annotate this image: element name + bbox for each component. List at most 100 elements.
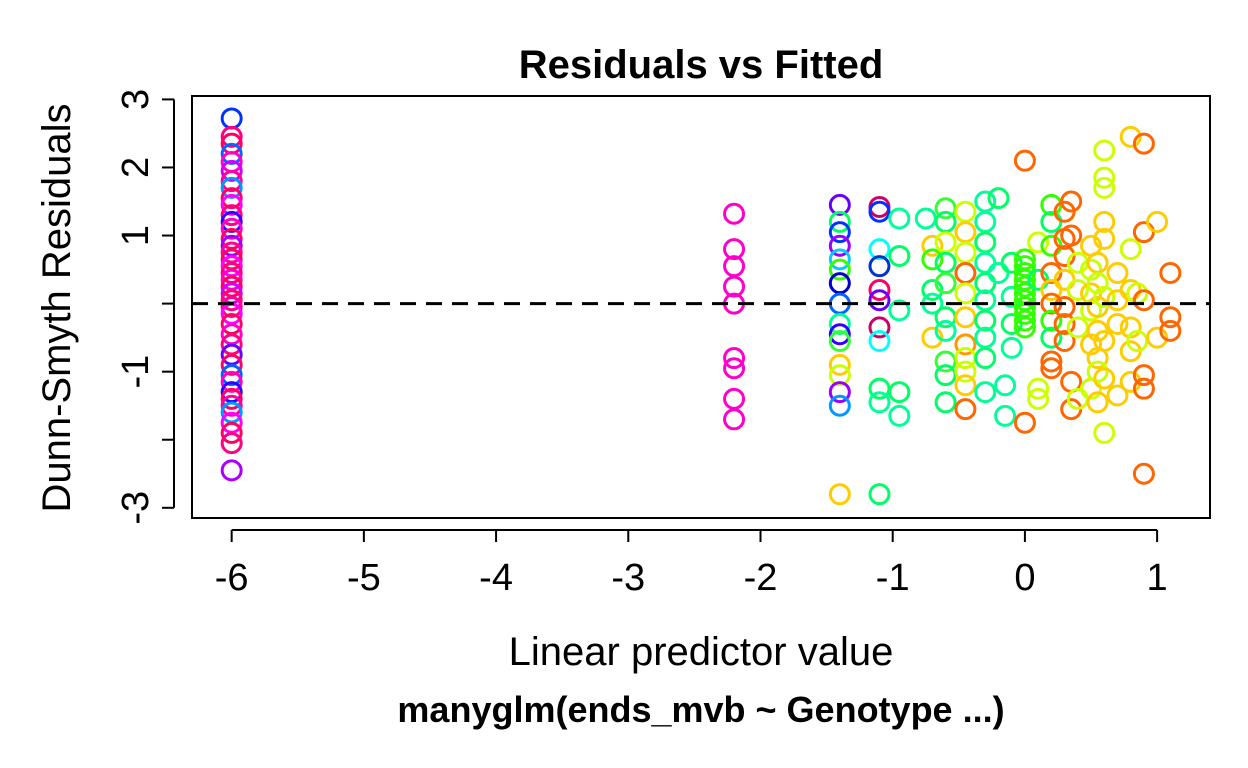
data-point — [1093, 139, 1116, 162]
data-point — [723, 387, 746, 410]
data-point — [987, 261, 1010, 284]
data-point — [934, 251, 957, 274]
data-point — [1086, 360, 1109, 383]
data-point — [1093, 421, 1116, 444]
data-point — [1000, 313, 1023, 336]
y-axis: 3 2 1 -1 -3 — [115, 89, 175, 525]
data-point — [868, 278, 891, 301]
data-point — [1027, 231, 1050, 254]
data-point — [828, 381, 851, 404]
data-point — [1119, 370, 1142, 393]
data-point — [868, 238, 891, 261]
data-point — [974, 347, 997, 370]
data-point — [723, 238, 746, 261]
data-point — [868, 316, 891, 339]
data-point — [1040, 357, 1063, 380]
data-point — [954, 200, 977, 223]
data-point — [220, 159, 243, 182]
data-point — [954, 306, 977, 329]
data-point — [954, 241, 977, 264]
data-point — [828, 313, 851, 336]
data-point — [1080, 258, 1103, 281]
y-tick-label: -3 — [115, 491, 157, 525]
data-point — [934, 210, 957, 233]
data-point — [1013, 149, 1036, 172]
data-point — [1040, 309, 1063, 332]
data-point — [1027, 387, 1050, 410]
chart-title: Residuals vs Fitted — [519, 43, 884, 87]
data-point — [1053, 244, 1076, 267]
data-point — [974, 210, 997, 233]
data-point — [1060, 190, 1083, 213]
plot-frame — [191, 95, 1211, 519]
data-point — [828, 364, 851, 387]
data-point — [1132, 132, 1155, 155]
data-point — [828, 258, 851, 281]
data-point — [1013, 309, 1036, 332]
data-point — [1013, 316, 1036, 339]
data-point — [828, 330, 851, 353]
data-point — [868, 391, 891, 414]
y-tick-label: 2 — [115, 157, 157, 178]
data-point — [921, 248, 944, 271]
data-point — [828, 353, 851, 376]
data-point — [1132, 462, 1155, 485]
data-point — [220, 387, 243, 410]
data-point — [1013, 411, 1036, 434]
data-point — [220, 142, 243, 165]
data-point — [220, 394, 243, 417]
data-point — [828, 394, 851, 417]
data-point — [1132, 377, 1155, 400]
data-point — [220, 204, 243, 227]
data-point — [868, 289, 891, 312]
data-point — [954, 282, 977, 305]
x-axis: -6 -5 -4 -3 -2 -1 0 1 — [215, 529, 1168, 599]
y-tick-label: 3 — [115, 89, 157, 110]
data-point — [1040, 350, 1063, 373]
data-point — [954, 374, 977, 397]
data-point — [723, 408, 746, 431]
data-point — [1132, 364, 1155, 387]
data-point — [828, 221, 851, 244]
points-layer — [220, 107, 1182, 506]
data-point — [934, 272, 957, 295]
data-point — [954, 333, 977, 356]
x-tick-label: -2 — [744, 557, 778, 599]
data-point — [1066, 316, 1089, 339]
data-point — [828, 210, 851, 233]
x-tick-label: -1 — [876, 557, 910, 599]
data-point — [220, 296, 243, 318]
data-point — [220, 432, 243, 455]
data-point — [1132, 221, 1155, 244]
data-point — [1000, 251, 1023, 274]
data-point — [974, 309, 997, 332]
data-point — [1053, 296, 1076, 318]
data-point — [934, 364, 957, 387]
data-point — [1086, 391, 1109, 414]
data-point — [1040, 326, 1063, 349]
data-point — [828, 248, 851, 271]
data-point — [1093, 210, 1116, 233]
data-point — [723, 202, 746, 225]
data-point — [220, 459, 243, 482]
data-point — [994, 374, 1017, 397]
data-point — [828, 193, 851, 216]
data-point — [220, 370, 243, 393]
data-point — [220, 107, 243, 130]
data-point — [220, 217, 243, 240]
x-tick-label: 1 — [1147, 557, 1168, 599]
y-tick-label: 1 — [115, 225, 157, 246]
data-point — [974, 231, 997, 254]
data-point — [888, 299, 911, 322]
data-point — [1106, 313, 1129, 336]
data-point — [828, 234, 851, 257]
data-point — [974, 190, 997, 213]
data-point — [828, 272, 851, 295]
x-tick-label: -6 — [215, 557, 249, 599]
data-point — [1159, 261, 1182, 284]
data-point — [1093, 227, 1116, 250]
data-point — [994, 404, 1017, 427]
data-point — [220, 187, 243, 210]
data-point — [1093, 166, 1116, 189]
x-tick-label: -5 — [347, 557, 381, 599]
